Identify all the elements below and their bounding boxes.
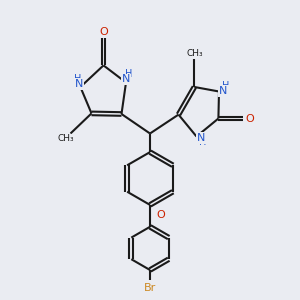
Text: H: H: [200, 137, 207, 147]
Text: H: H: [74, 74, 82, 84]
Text: N: N: [122, 74, 130, 85]
Text: N: N: [197, 133, 205, 143]
Text: N: N: [75, 79, 83, 89]
Text: Br: Br: [144, 283, 156, 293]
Text: O: O: [156, 210, 165, 220]
Text: O: O: [99, 27, 108, 37]
Text: CH₃: CH₃: [186, 49, 203, 58]
Text: N: N: [219, 86, 228, 96]
Text: H: H: [222, 81, 229, 91]
Text: O: O: [245, 113, 254, 124]
Text: CH₃: CH₃: [58, 134, 74, 143]
Text: H: H: [125, 69, 132, 79]
